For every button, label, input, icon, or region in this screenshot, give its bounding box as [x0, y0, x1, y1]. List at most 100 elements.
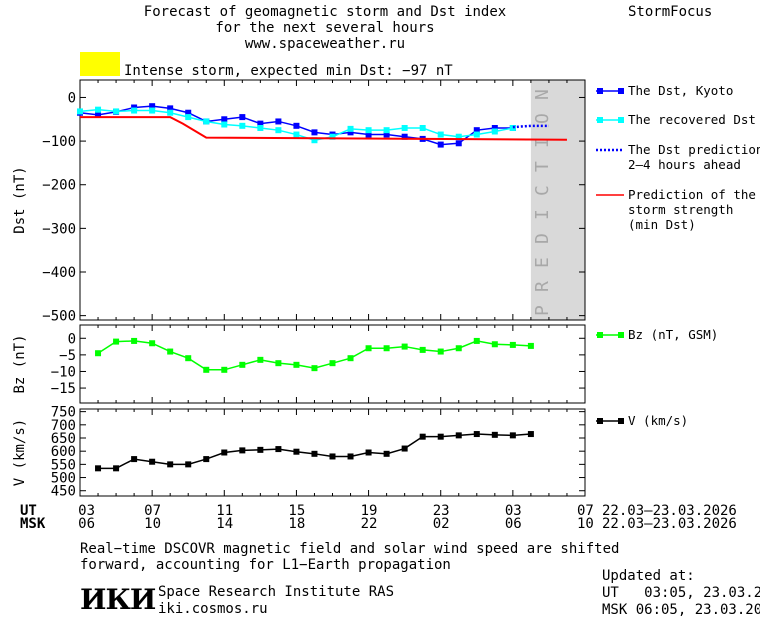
speed-point — [149, 458, 156, 465]
dst-kyoto-point — [401, 133, 408, 140]
y-tick-label: 0 — [68, 90, 76, 106]
dst-kyoto-point — [293, 122, 300, 129]
speed-point — [383, 450, 390, 457]
legend-v-symbol-marker — [618, 418, 624, 424]
chart-title-line-2: for the next several hours — [215, 20, 435, 36]
institute-website-link[interactable]: iki.cosmos.ru — [158, 601, 268, 617]
ut-tick-label: 07 — [144, 503, 161, 519]
prediction-zone-letter: I — [532, 209, 553, 220]
speed-point — [347, 453, 354, 460]
bz-point — [131, 337, 138, 344]
bz-point — [239, 361, 246, 368]
ut-tick-label: 15 — [288, 503, 306, 519]
legend-bz-symbol-marker — [618, 332, 624, 338]
ut-tick-label: 03 — [504, 503, 522, 519]
dst-kyoto-point — [221, 116, 228, 123]
dst-kyoto-point — [383, 131, 390, 138]
bz-point — [113, 338, 120, 345]
storm-strength-prediction-line — [80, 116, 567, 141]
bz-point — [95, 350, 102, 357]
footer-note-line-1: Real−time DSCOVR magnetic field and sola… — [80, 541, 620, 557]
bz-point — [491, 341, 498, 348]
bz-point — [509, 341, 516, 348]
dst-recovered-point — [131, 107, 138, 114]
dst-kyoto-point — [95, 111, 102, 118]
prediction-zone-letter: N — [532, 89, 553, 100]
dst-recovered-point — [185, 114, 192, 121]
msk-tick-label: 02 — [432, 516, 450, 532]
dst-recovered-point — [293, 131, 300, 138]
speed-point — [167, 461, 174, 468]
speed-point — [329, 453, 336, 460]
legend-dst-prediction-2: 2–4 hours ahead — [628, 157, 741, 172]
speed-point — [113, 465, 120, 472]
dst-kyoto-point — [167, 105, 174, 112]
prediction-zone-letter: O — [532, 113, 553, 124]
footer-note-line-2: forward, accounting for L1−Earth propaga… — [80, 557, 451, 573]
dst-recovered-point — [257, 125, 264, 131]
legend-dst-kyoto: The Dst, Kyoto — [628, 83, 734, 98]
dst-kyoto-point — [437, 141, 444, 148]
dst-kyoto-point — [131, 104, 138, 111]
dst-recovered-point — [419, 125, 426, 131]
ut-tick-label: 23 — [432, 503, 450, 519]
bz-point — [257, 356, 264, 363]
speed-point — [95, 465, 102, 472]
institute-name: Space Research Institute RAS — [158, 584, 395, 600]
dst-recovered-point — [437, 131, 444, 138]
bz-point — [455, 345, 462, 352]
y-tick-label: −500 — [42, 309, 76, 325]
y-tick-label: −15 — [51, 381, 76, 397]
bz-point — [473, 337, 480, 344]
dst-kyoto-point — [347, 129, 354, 136]
msk-axis-label: MSK — [20, 516, 46, 532]
y-tick-label: −100 — [42, 134, 76, 150]
dst-recovered-point — [383, 127, 390, 134]
ut-tick-label: 11 — [216, 503, 234, 519]
y-tick-label: 550 — [51, 457, 76, 473]
msk-tick-label: 10 — [144, 516, 161, 532]
bz-point — [221, 366, 228, 373]
speed-point — [203, 456, 210, 463]
iki-logo: ИКИ — [80, 583, 156, 616]
legend-dst-prediction-1: The Dst prediction — [628, 142, 760, 157]
dst-recovered-point — [401, 125, 408, 131]
speed-point — [131, 456, 138, 463]
dst-kyoto-point — [311, 129, 318, 136]
brand-label: StormFocus — [628, 4, 713, 20]
dst-recovered-point — [365, 127, 372, 134]
legend-dst-recovered: The recovered Dst — [628, 112, 756, 127]
msk-tick-label: 18 — [288, 516, 306, 532]
dst-recovered-point — [329, 133, 336, 140]
website-link[interactable]: www.spaceweather.ru — [244, 36, 406, 52]
prediction-zone-letter: C — [532, 185, 553, 196]
dst-recovered-point — [77, 108, 83, 115]
prediction-zone-letter: P — [532, 305, 553, 316]
legend-dst-recovered-symbol-marker — [597, 117, 603, 123]
y-axis-label: Dst (nT) — [12, 166, 28, 233]
bz-point — [167, 348, 174, 355]
msk-tick-label: 14 — [216, 516, 234, 532]
y-tick-label: 500 — [51, 471, 76, 487]
ut-tick-label: 07 — [577, 503, 594, 519]
ut-axis-label: UT — [20, 503, 37, 519]
chart-title-line-1: Forecast of geomagnetic storm and Dst in… — [143, 4, 507, 20]
storm-level-swatch — [80, 52, 120, 76]
speed-point — [239, 447, 246, 454]
dst-kyoto-point — [257, 120, 264, 127]
legend-storm-strength-1: Prediction of the — [628, 187, 756, 202]
y-tick-label: 0 — [68, 331, 76, 347]
dst-kyoto-point — [455, 140, 462, 147]
updated-msk: MSK 06:05, 23.03.2026 — [602, 602, 760, 618]
speed-point — [311, 450, 318, 457]
y-axis-label: Bz (nT) — [12, 334, 28, 393]
dst-recovered-point — [311, 137, 318, 144]
prediction-zone — [530, 80, 585, 320]
legend-dst-kyoto-symbol-marker — [618, 88, 624, 94]
y-tick-label: −300 — [42, 221, 76, 237]
dst-recovered-point — [347, 125, 354, 132]
speed-point — [491, 431, 498, 438]
y-tick-label: −10 — [51, 364, 76, 380]
prediction-zone-letter: I — [532, 137, 553, 148]
